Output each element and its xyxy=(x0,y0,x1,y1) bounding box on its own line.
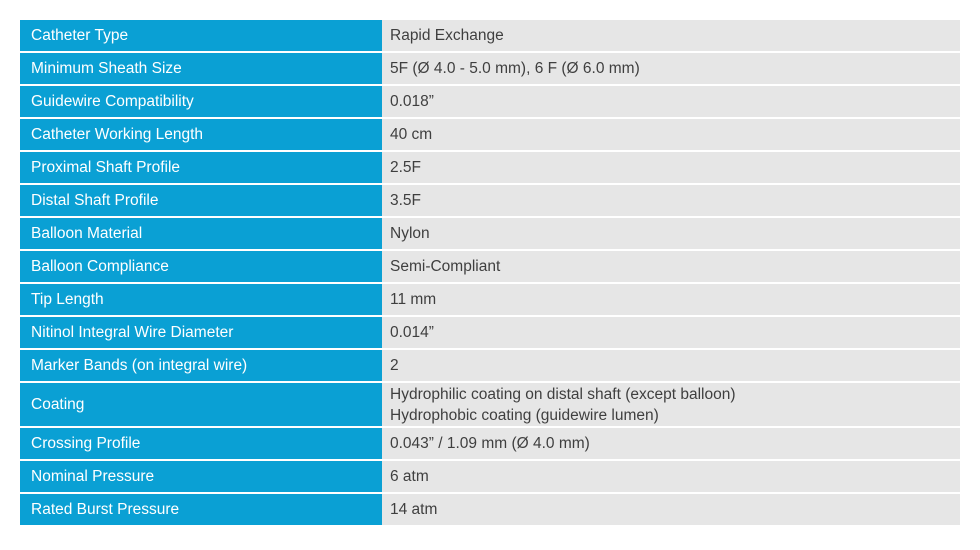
spec-label-nitinol-wire-diameter: Nitinol Integral Wire Diameter xyxy=(20,317,382,348)
spec-label-coating: Coating xyxy=(20,383,382,426)
spec-label-tip-length: Tip Length xyxy=(20,284,382,315)
spec-value-coating: Hydrophilic coating on distal shaft (exc… xyxy=(382,383,960,426)
spec-label-rated-burst-pressure: Rated Burst Pressure xyxy=(20,494,382,525)
table-row: Nominal Pressure 6 atm xyxy=(20,461,960,492)
spec-label-marker-bands: Marker Bands (on integral wire) xyxy=(20,350,382,381)
spec-value-nitinol-wire-diameter: 0.014” xyxy=(382,317,960,348)
spec-value-rated-burst-pressure: 14 atm xyxy=(382,494,960,525)
spec-value-balloon-compliance: Semi-Compliant xyxy=(382,251,960,282)
spec-value-catheter-type: Rapid Exchange xyxy=(382,20,960,51)
table-row: Guidewire Compatibility 0.018” xyxy=(20,86,960,117)
specifications-table: Catheter Type Rapid Exchange Minimum She… xyxy=(20,18,960,527)
spec-value-minimum-sheath-size: 5F (Ø 4.0 - 5.0 mm), 6 F (Ø 6.0 mm) xyxy=(382,53,960,84)
table-row: Minimum Sheath Size 5F (Ø 4.0 - 5.0 mm),… xyxy=(20,53,960,84)
spec-label-minimum-sheath-size: Minimum Sheath Size xyxy=(20,53,382,84)
spec-value-balloon-material: Nylon xyxy=(382,218,960,249)
table-row: Balloon Material Nylon xyxy=(20,218,960,249)
coating-line-hydrophobic: Hydrophobic coating (guidewire lumen) xyxy=(390,406,659,424)
spec-value-guidewire-compatibility: 0.018” xyxy=(382,86,960,117)
table-row: Tip Length 11 mm xyxy=(20,284,960,315)
spec-label-distal-shaft-profile: Distal Shaft Profile xyxy=(20,185,382,216)
table-row: Coating Hydrophilic coating on distal sh… xyxy=(20,383,960,426)
table-row: Balloon Compliance Semi-Compliant xyxy=(20,251,960,282)
coating-line-hydrophilic: Hydrophilic coating on distal shaft (exc… xyxy=(390,385,736,403)
table-row: Rated Burst Pressure 14 atm xyxy=(20,494,960,525)
spec-label-guidewire-compatibility: Guidewire Compatibility xyxy=(20,86,382,117)
spec-value-crossing-profile: 0.043” / 1.09 mm (Ø 4.0 mm) xyxy=(382,428,960,459)
table-row: Crossing Profile 0.043” / 1.09 mm (Ø 4.0… xyxy=(20,428,960,459)
spec-label-balloon-compliance: Balloon Compliance xyxy=(20,251,382,282)
spec-label-proximal-shaft-profile: Proximal Shaft Profile xyxy=(20,152,382,183)
table-row: Nitinol Integral Wire Diameter 0.014” xyxy=(20,317,960,348)
spec-value-distal-shaft-profile: 3.5F xyxy=(382,185,960,216)
table-row: Marker Bands (on integral wire) 2 xyxy=(20,350,960,381)
spec-label-crossing-profile: Crossing Profile xyxy=(20,428,382,459)
spec-value-tip-length: 11 mm xyxy=(382,284,960,315)
table-row: Catheter Type Rapid Exchange xyxy=(20,20,960,51)
spec-label-catheter-working-length: Catheter Working Length xyxy=(20,119,382,150)
spec-label-catheter-type: Catheter Type xyxy=(20,20,382,51)
spec-label-balloon-material: Balloon Material xyxy=(20,218,382,249)
table-row: Catheter Working Length 40 cm xyxy=(20,119,960,150)
table-row: Proximal Shaft Profile 2.5F xyxy=(20,152,960,183)
spec-value-nominal-pressure: 6 atm xyxy=(382,461,960,492)
spec-value-catheter-working-length: 40 cm xyxy=(382,119,960,150)
spec-value-proximal-shaft-profile: 2.5F xyxy=(382,152,960,183)
table-row: Distal Shaft Profile 3.5F xyxy=(20,185,960,216)
spec-value-marker-bands: 2 xyxy=(382,350,960,381)
spec-label-nominal-pressure: Nominal Pressure xyxy=(20,461,382,492)
